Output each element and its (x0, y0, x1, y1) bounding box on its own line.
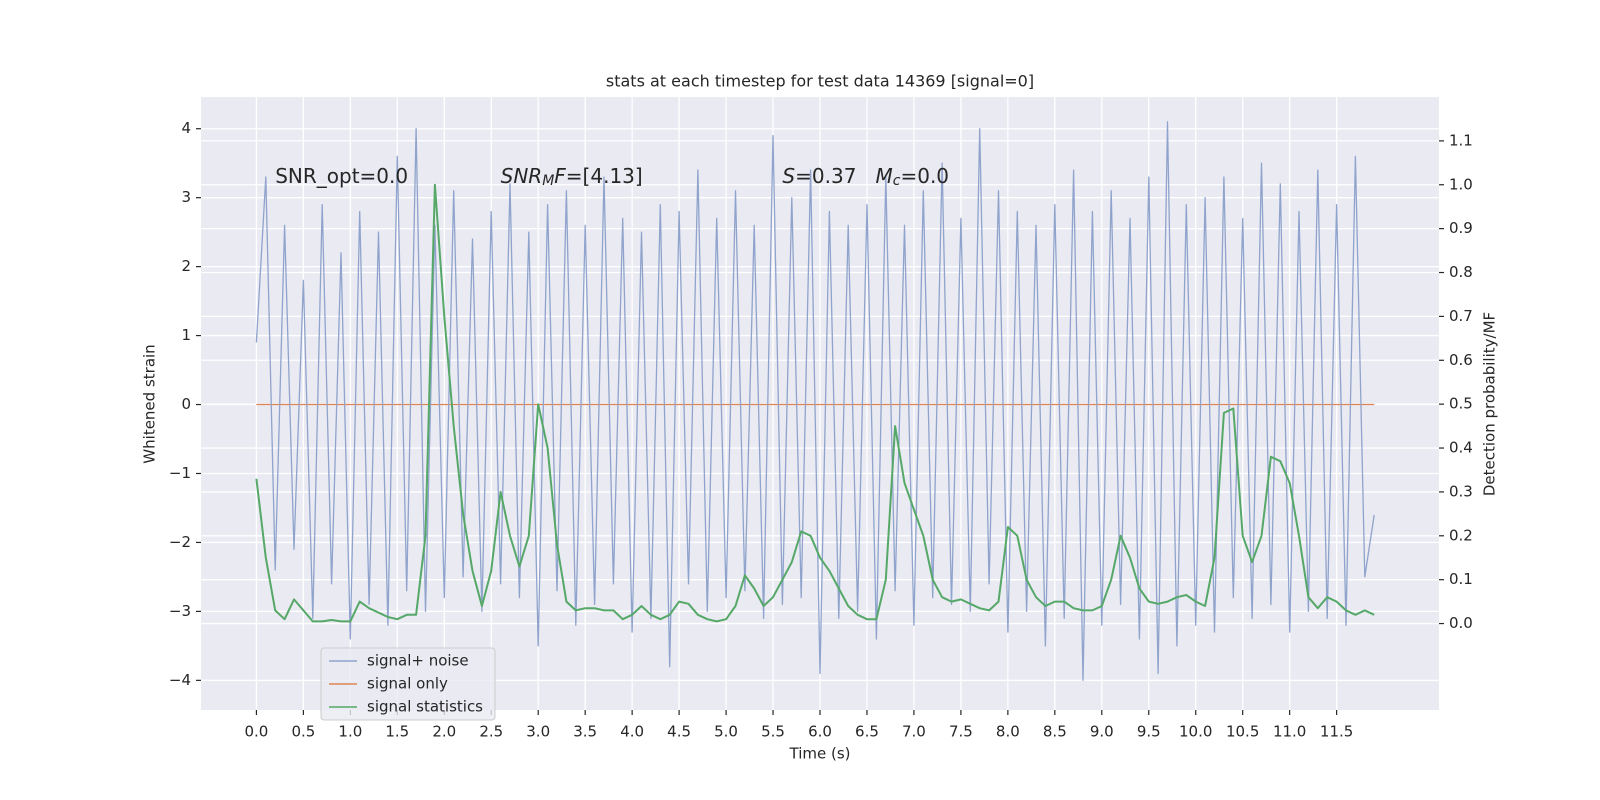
annotation: S=0.37 Mc=0.0 (782, 163, 949, 189)
x-tick-label: 6.5 (855, 723, 879, 741)
annotation-part: =0.0 (900, 163, 949, 187)
y-tick-label: 2 (181, 257, 191, 275)
y2-tick-label: 0.7 (1449, 307, 1473, 325)
x-tick-label: 11.0 (1273, 723, 1306, 741)
annotation-part: c (893, 173, 901, 189)
y2-tick-label: 0.4 (1449, 439, 1473, 457)
annotation: SNR_opt=0.0 (275, 163, 408, 187)
y2-tick-label: 0.0 (1449, 614, 1473, 632)
y-tick-label: 4 (181, 119, 191, 137)
legend-label: signal+ noise (367, 652, 469, 670)
x-tick-label: 5.0 (714, 723, 738, 741)
y2-tick-label: 0.8 (1449, 263, 1473, 281)
x-tick-label: 11.5 (1320, 723, 1353, 741)
x-tick-label: 3.5 (573, 723, 597, 741)
x-tick-label: 10.0 (1179, 723, 1212, 741)
legend-label: signal statistics (367, 698, 483, 716)
y2-tick-label: 0.2 (1449, 526, 1473, 544)
legend-box (320, 647, 496, 721)
y-tick-label: 0 (181, 395, 191, 413)
annotation-part: S (782, 163, 795, 187)
x-tick-label: 0.5 (291, 723, 315, 741)
x-tick-label: 4.0 (620, 723, 644, 741)
y2-tick-label: 0.3 (1449, 482, 1473, 500)
y2-tick-label: 0.9 (1449, 219, 1473, 237)
annotation-part: =[4.13] (566, 163, 643, 187)
x-tick-label: 10.5 (1226, 723, 1259, 741)
y2-tick-label: 0.6 (1449, 351, 1473, 369)
y-tick-label: −2 (169, 533, 191, 551)
y-tick-label: −4 (169, 671, 191, 689)
x-axis-label: Time (s) (789, 745, 851, 763)
x-tick-label: 2.5 (479, 723, 503, 741)
annotation-part: SNR (501, 163, 543, 187)
y2-tick-label: 1.0 (1449, 175, 1473, 193)
x-tick-label: 9.0 (1090, 723, 1114, 741)
x-tick-label: 5.5 (761, 723, 785, 741)
x-tick-label: 1.5 (385, 723, 409, 741)
x-tick-label: 1.0 (338, 723, 362, 741)
series-line (255, 183, 1375, 623)
x-tick-label: 3.0 (526, 723, 550, 741)
series-line (255, 121, 1375, 681)
y2-tick-label: 0.5 (1449, 395, 1473, 413)
x-tick-label: 9.5 (1137, 723, 1161, 741)
y2-tick-label: 1.1 (1449, 131, 1473, 149)
x-tick-label: 2.0 (432, 723, 456, 741)
annotation-part: M (876, 163, 893, 187)
annotation-part: F (554, 163, 566, 187)
chart-title: stats at each timestep for test data 143… (606, 72, 1034, 91)
y-tick-label: 1 (181, 326, 191, 344)
y2-axis-label: Detection probability/MF (1481, 312, 1499, 496)
y-tick-label: −3 (169, 602, 191, 620)
annotation-part: =0.37 (795, 163, 875, 187)
annotation-part: SNR_opt=0.0 (275, 163, 408, 187)
x-tick-label: 6.0 (808, 723, 832, 741)
annotation: SNRMF=[4.13] (501, 163, 643, 189)
x-tick-label: 7.5 (949, 723, 973, 741)
x-tick-label: 8.5 (1043, 723, 1067, 741)
y-tick-label: 3 (181, 188, 191, 206)
y-tick-label: −1 (169, 464, 191, 482)
x-tick-label: 8.0 (996, 723, 1020, 741)
x-tick-label: 0.0 (244, 723, 268, 741)
annotation-part: M (542, 173, 554, 189)
x-tick-label: 7.0 (902, 723, 926, 741)
y2-tick-label: 0.1 (1449, 570, 1473, 588)
legend-label: signal only (367, 675, 448, 693)
y-axis-label: Whitened strain (141, 344, 159, 463)
x-tick-label: 4.5 (667, 723, 691, 741)
